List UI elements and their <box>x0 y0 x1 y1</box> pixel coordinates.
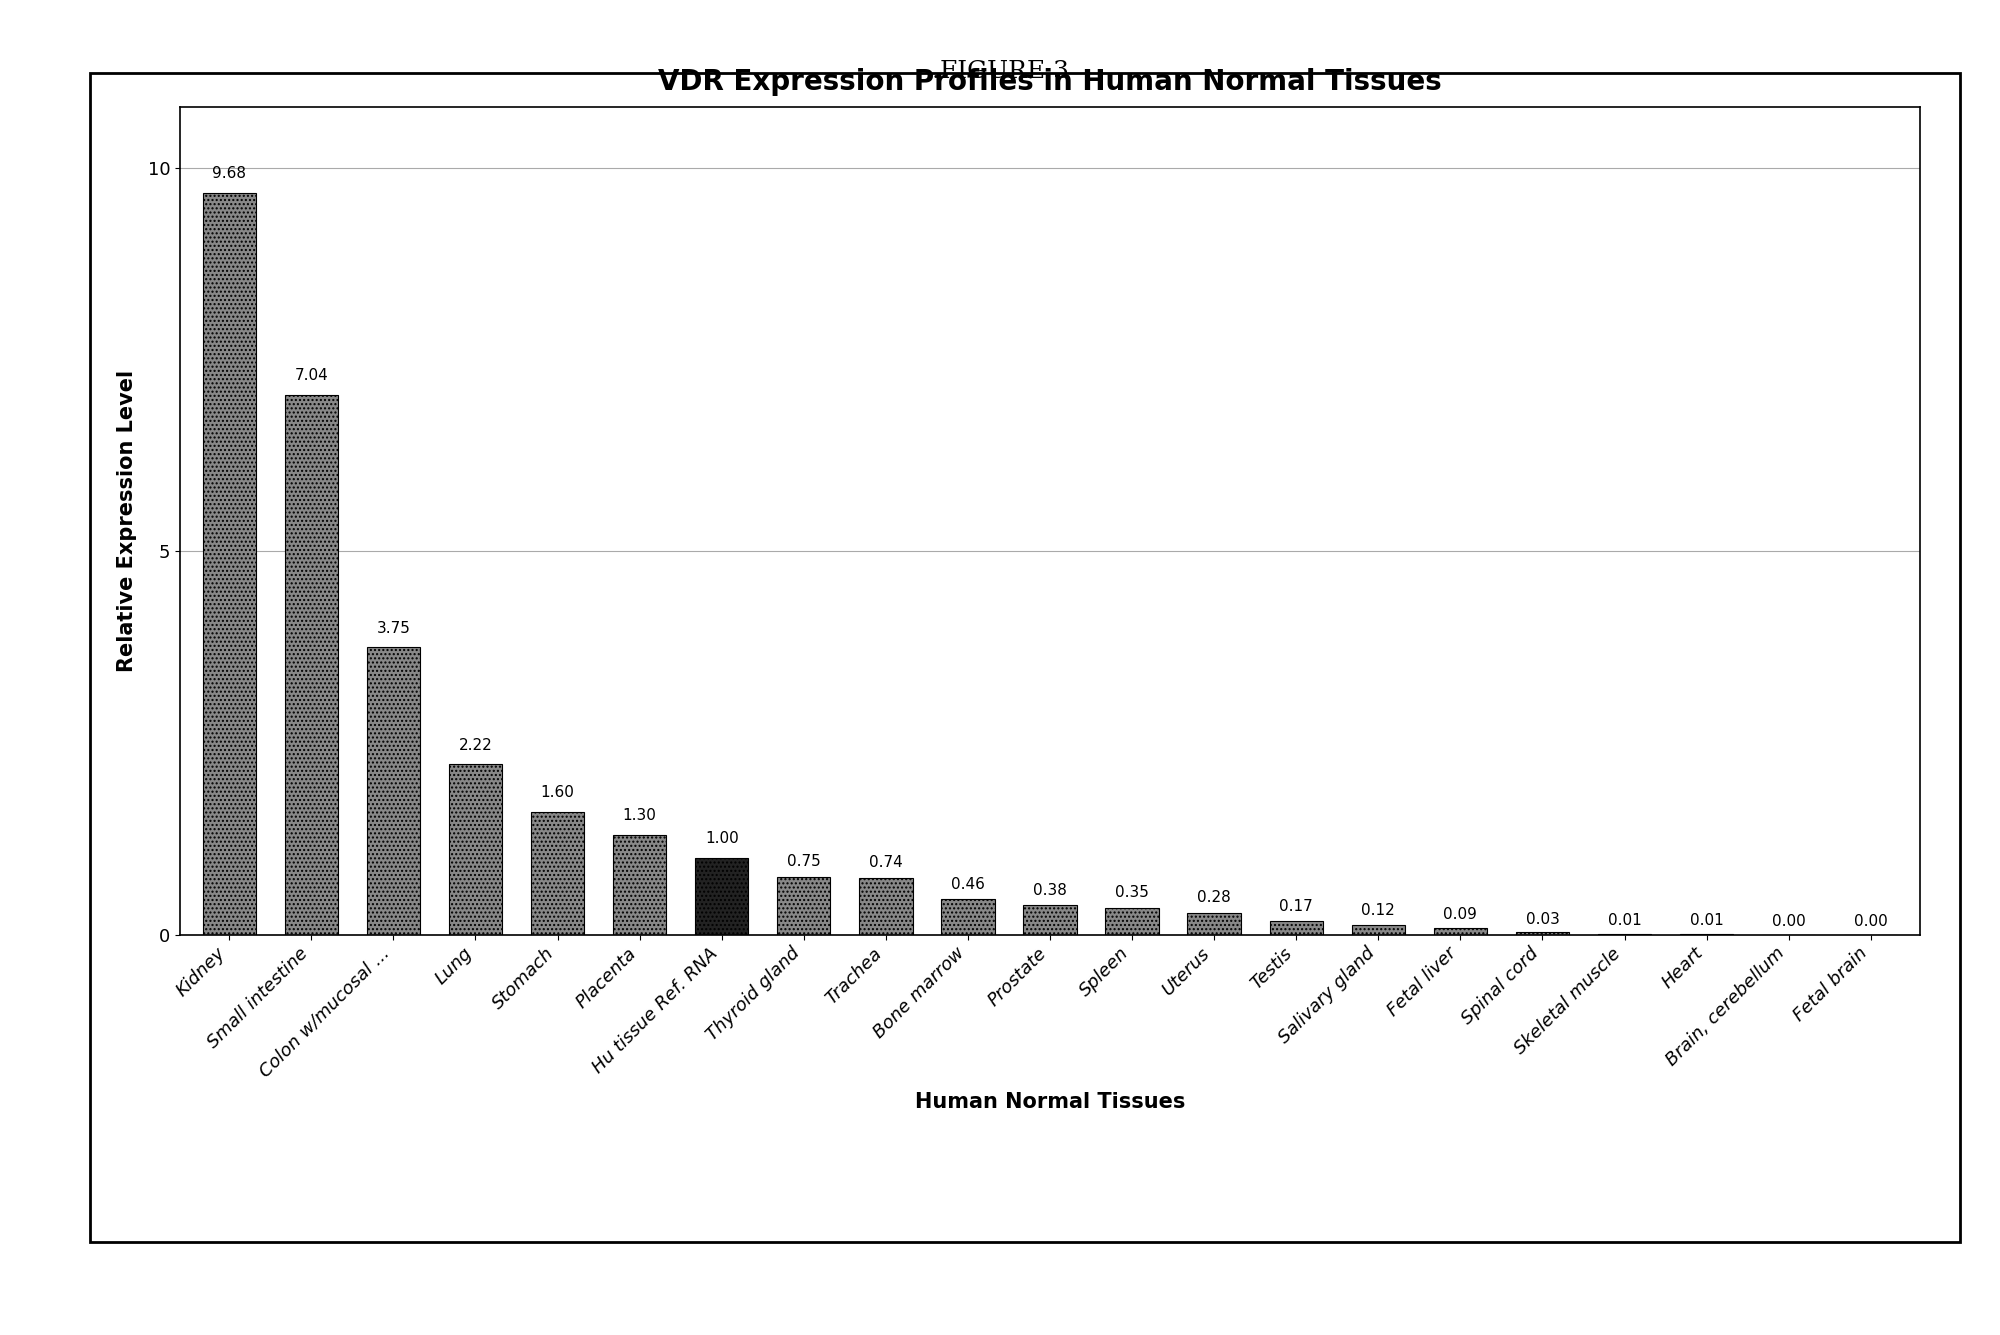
Text: 0.46: 0.46 <box>950 877 984 892</box>
Bar <box>778 877 830 934</box>
Text: 0.38: 0.38 <box>1034 882 1066 897</box>
Text: 0.17: 0.17 <box>1280 898 1314 913</box>
Bar <box>942 900 994 934</box>
Title: VDR Expression Profiles in Human Normal Tissues: VDR Expression Profiles in Human Normal … <box>658 68 1442 96</box>
Bar <box>1352 925 1404 934</box>
Bar <box>1434 928 1488 934</box>
Text: 0.01: 0.01 <box>1608 913 1642 928</box>
Text: 1.00: 1.00 <box>704 832 738 846</box>
Bar <box>1188 913 1240 934</box>
Text: 0.74: 0.74 <box>868 856 902 870</box>
Y-axis label: Relative Expression Level: Relative Expression Level <box>116 370 136 672</box>
Text: 7.04: 7.04 <box>294 368 328 383</box>
Bar <box>1024 905 1076 934</box>
Text: 1.30: 1.30 <box>622 809 656 824</box>
Text: 0.00: 0.00 <box>1854 914 1888 929</box>
Bar <box>202 192 256 934</box>
Bar <box>612 834 666 934</box>
Bar <box>284 395 338 934</box>
Bar <box>1270 921 1322 934</box>
Bar <box>366 647 420 934</box>
Bar <box>1106 908 1158 934</box>
Bar <box>448 765 502 934</box>
Text: 2.22: 2.22 <box>458 738 492 753</box>
Text: 3.75: 3.75 <box>376 621 410 635</box>
Text: 0.12: 0.12 <box>1362 902 1396 917</box>
Text: 0.28: 0.28 <box>1198 890 1232 905</box>
Text: 9.68: 9.68 <box>212 166 246 182</box>
Text: 0.03: 0.03 <box>1526 912 1560 926</box>
Text: 0.00: 0.00 <box>1772 914 1806 929</box>
Text: 0.01: 0.01 <box>1690 913 1724 928</box>
Text: 0.09: 0.09 <box>1444 908 1478 922</box>
Text: 1.60: 1.60 <box>540 785 574 801</box>
Text: 0.75: 0.75 <box>786 854 820 869</box>
Bar <box>530 812 584 934</box>
Bar <box>696 858 748 934</box>
Text: .FIGURE 3: .FIGURE 3 <box>932 60 1068 83</box>
Text: 0.35: 0.35 <box>1116 885 1150 900</box>
X-axis label: Human Normal Tissues: Human Normal Tissues <box>914 1092 1186 1112</box>
Bar <box>860 878 912 934</box>
Bar <box>1516 932 1570 934</box>
